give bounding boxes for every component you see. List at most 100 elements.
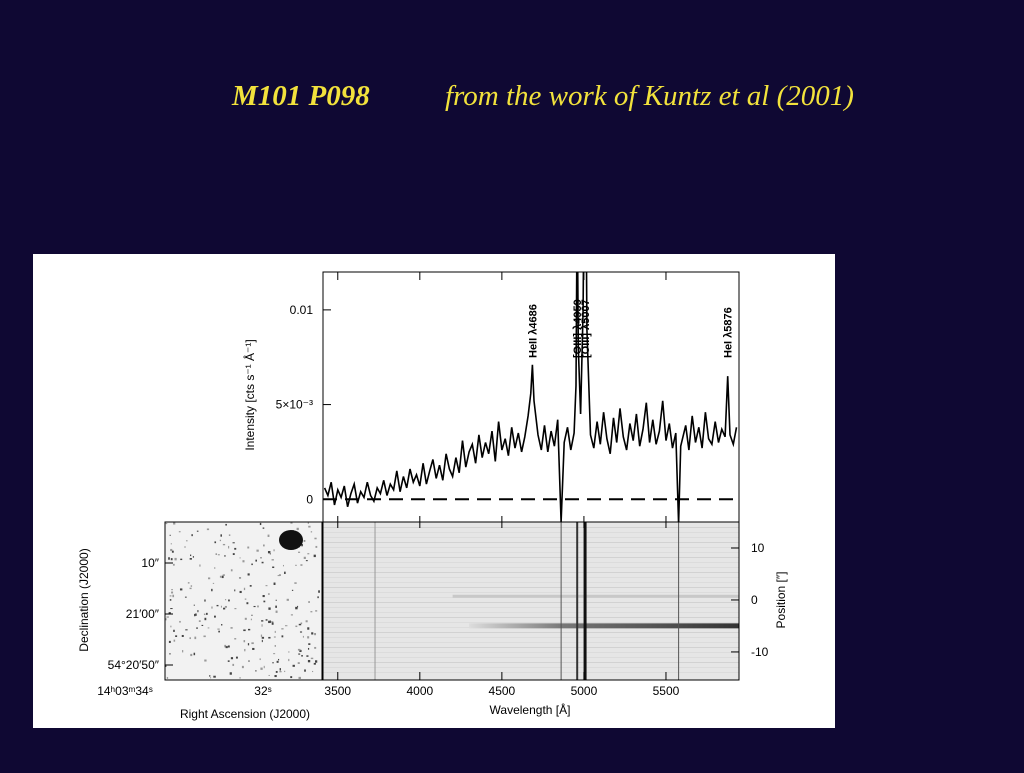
sky-speck — [261, 561, 264, 564]
sky-speck — [313, 662, 316, 665]
sky-speck — [211, 588, 213, 592]
y-tick-label: 21′00″ — [126, 607, 160, 621]
sky-speck — [260, 557, 262, 559]
sky-speck — [242, 560, 245, 563]
sky-speck — [295, 564, 297, 566]
sky-speck — [303, 540, 306, 542]
sky-speck — [297, 605, 299, 608]
sky-speck — [234, 638, 237, 640]
sky-speck — [179, 620, 181, 623]
image-streak — [323, 607, 739, 608]
sky-speck — [244, 648, 246, 652]
sky-speck — [209, 675, 211, 677]
sky-speck — [290, 614, 293, 616]
sky-speck — [204, 599, 206, 602]
sky-speck — [174, 557, 177, 561]
sky-speck — [244, 617, 247, 620]
sky-speck — [213, 675, 216, 678]
sky-speck — [195, 613, 197, 616]
sky-speck — [230, 627, 233, 629]
x-tick-label: 32ˢ — [254, 684, 271, 698]
x-tick-label: 4000 — [406, 684, 433, 698]
image-streak — [323, 642, 739, 643]
sky-speck — [190, 585, 193, 587]
image-streak — [323, 657, 739, 658]
sky-speck — [310, 531, 313, 533]
sky-speck — [275, 599, 277, 601]
sky-speck — [308, 601, 310, 603]
sky-speck — [228, 545, 230, 549]
sky-speck — [278, 574, 281, 576]
y-tick-label: 0 — [306, 492, 313, 506]
sky-speck — [261, 624, 263, 627]
sky-speck — [308, 525, 311, 528]
x-axis-title: Right Ascension (J2000) — [180, 707, 310, 721]
sky-speck — [224, 555, 226, 557]
sky-speck — [170, 625, 172, 628]
sky-speck — [196, 627, 198, 629]
sky-speck — [192, 556, 195, 558]
sky-speck — [193, 652, 196, 656]
sky-speck — [225, 523, 227, 526]
image-streak — [323, 647, 739, 648]
line-annotation: HeII λ4686 — [527, 304, 539, 358]
sky-speck — [272, 662, 274, 664]
figure: 0 5×10⁻³ 0.01 Intensity [cts s⁻¹ Å⁻¹] HeII λ… — [77, 271, 788, 721]
sky-speck — [239, 590, 242, 594]
sky-speck — [292, 664, 295, 667]
sky-speck — [265, 585, 268, 587]
sky-speck — [314, 632, 317, 636]
sky-speck — [318, 590, 320, 593]
sky-speck — [275, 670, 278, 673]
image-streak — [323, 532, 739, 533]
sky-speck — [259, 658, 261, 661]
spectrum-image — [323, 522, 739, 680]
sky-speck — [297, 662, 300, 664]
sky-speck — [224, 599, 227, 601]
sky-speck — [218, 630, 220, 633]
sky-speck — [165, 618, 167, 621]
sky-speck — [189, 558, 192, 560]
sky-speck — [273, 636, 276, 638]
sky-speck — [308, 643, 311, 645]
sky-speck — [317, 596, 319, 599]
sky-speck — [210, 677, 212, 679]
sky-speck — [261, 639, 263, 643]
sky-speck — [303, 556, 306, 559]
sky-speck — [190, 653, 193, 657]
sky-speck — [199, 564, 201, 567]
sky-speck — [265, 619, 268, 621]
sky-speck — [272, 566, 275, 569]
sky-speck — [281, 635, 284, 638]
sky-speck — [253, 605, 256, 608]
sky-speck — [185, 540, 188, 542]
sky-speck — [275, 605, 277, 608]
sky-speck — [312, 670, 314, 673]
sky-speck — [194, 613, 196, 617]
sky-speck — [216, 604, 219, 607]
sky-speck — [261, 620, 264, 622]
sky-speck — [191, 534, 193, 537]
image-streak — [323, 552, 739, 553]
sky-speck — [298, 653, 301, 655]
sky-speck — [234, 608, 237, 610]
image-streak — [323, 542, 739, 543]
image-streak — [323, 557, 739, 558]
sky-speck — [225, 646, 228, 649]
sky-speck — [299, 631, 303, 633]
sky-speck — [279, 671, 282, 673]
sky-speck — [250, 618, 252, 621]
sky-speck — [168, 640, 171, 643]
sky-speck — [241, 665, 244, 669]
sky-speck — [217, 554, 220, 556]
image-streak — [323, 637, 739, 638]
sky-speck — [267, 534, 270, 537]
sky-speck — [251, 614, 253, 616]
sky-speck — [172, 563, 175, 566]
image-streak — [323, 582, 739, 583]
sky-speck — [166, 616, 169, 618]
sky-speck — [298, 551, 301, 553]
sky-speck — [208, 577, 211, 580]
slide-title: M101 P098 — [231, 80, 370, 112]
